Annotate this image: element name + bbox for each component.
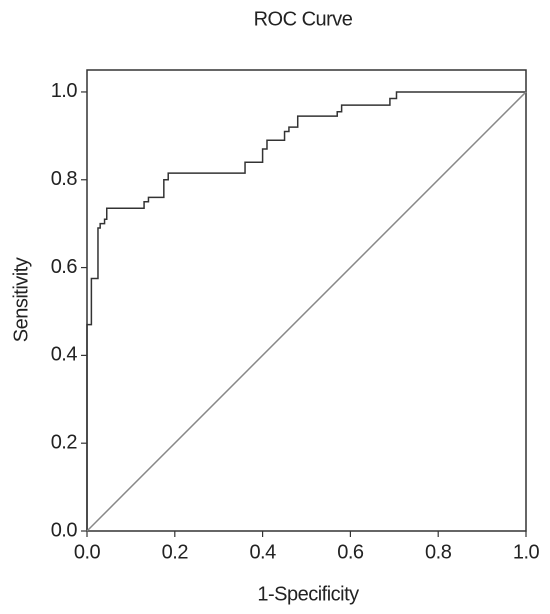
x-tick-label: 0.2	[162, 541, 189, 563]
x-tick-label: 0.6	[337, 541, 364, 563]
chart-title: ROC Curve	[254, 8, 353, 30]
x-tick-label: 0.8	[425, 541, 452, 563]
roc-line	[86, 91, 526, 531]
x-axis-label: 1-Specificity	[257, 583, 359, 605]
y-tick-label: 0.2	[51, 431, 78, 453]
y-tick-label: 1.0	[51, 80, 78, 102]
x-tick-label: 0.4	[249, 541, 276, 563]
y-tick-label: 0.0	[51, 519, 78, 541]
y-tick-label: 0.6	[51, 256, 78, 278]
y-tick-label: 0.8	[51, 168, 78, 190]
y-axis-label: Sensitivity	[10, 257, 32, 342]
plot-frame	[86, 69, 527, 532]
x-tick-label: 1.0	[513, 541, 540, 563]
x-tick-label: 0.0	[74, 541, 101, 563]
roc-line	[86, 91, 527, 532]
y-tick-label: 0.4	[51, 344, 78, 366]
